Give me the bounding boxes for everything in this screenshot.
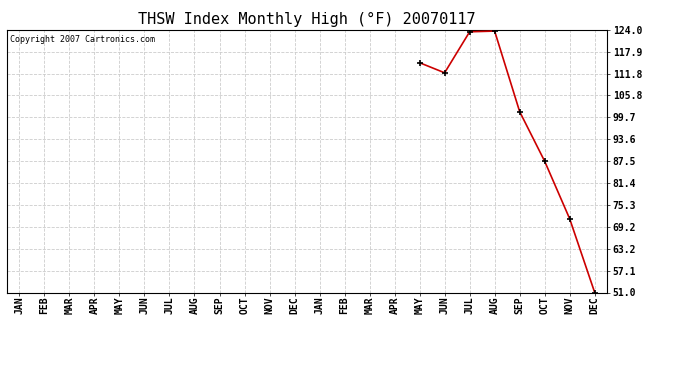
Text: Copyright 2007 Cartronics.com: Copyright 2007 Cartronics.com	[10, 35, 155, 44]
Title: THSW Index Monthly High (°F) 20070117: THSW Index Monthly High (°F) 20070117	[138, 12, 476, 27]
